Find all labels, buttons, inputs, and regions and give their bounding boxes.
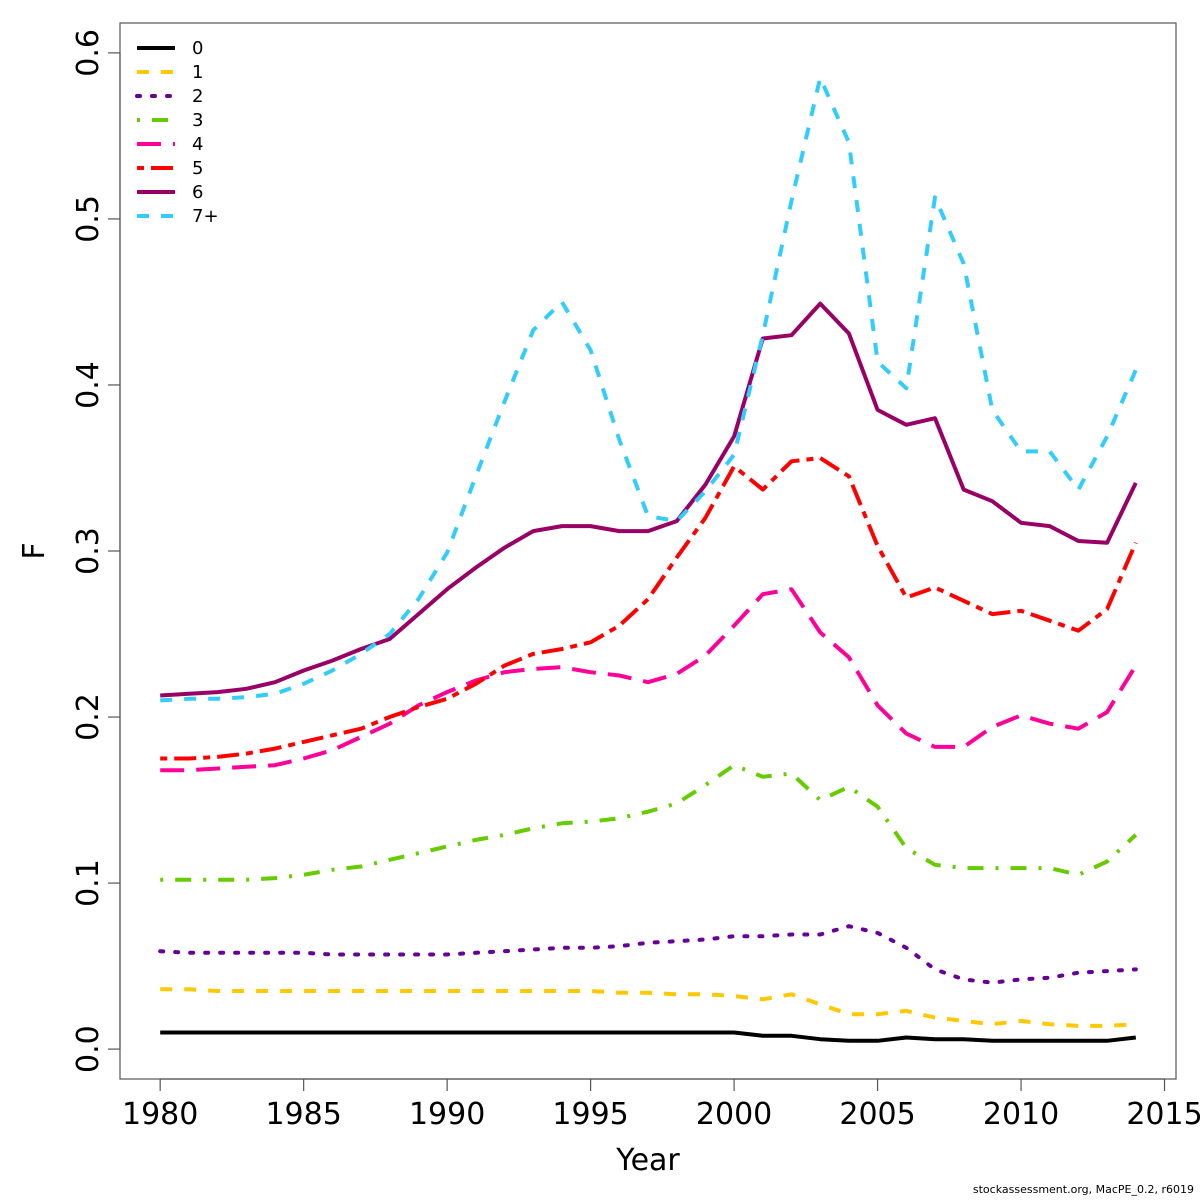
legend-label: 5 [192, 158, 203, 179]
x-axis: 1980 1985 1990 1995 2000 2005 2010 2015 [122, 1078, 1200, 1132]
legend-label: 2 [192, 86, 203, 107]
x-tick-label: 1980 [122, 1097, 198, 1132]
x-tick-label: 1990 [409, 1097, 485, 1132]
plot-box [119, 22, 1177, 1080]
series-line-0 [160, 1030, 1137, 1043]
x-tick-label: 1985 [265, 1097, 341, 1132]
legend-label: 0 [192, 38, 203, 59]
legend-item: 6 [137, 182, 203, 203]
series-line-3 [160, 763, 1138, 882]
y-axis: 0.0 0.1 0.2 0.3 0.4 0.5 0.6 [71, 29, 121, 1073]
series-line-1 [160, 987, 1136, 1028]
legend-item: 3 [137, 110, 203, 131]
series-layer [158, 75, 1138, 1043]
legend-item: 5 [137, 158, 203, 179]
series-line-2 [158, 924, 1138, 985]
legend-item: 1 [137, 62, 203, 83]
x-tick-label: 2010 [983, 1097, 1059, 1132]
x-tick-label: 2000 [696, 1097, 772, 1132]
legend-item: 0 [137, 38, 203, 59]
x-axis-title: Year [615, 1143, 680, 1178]
legend-label: 3 [192, 110, 203, 131]
x-tick-label: 2015 [1126, 1097, 1200, 1132]
y-axis-title: F [17, 542, 52, 559]
y-tick-label: 0.5 [71, 195, 106, 243]
legend-label: 6 [192, 182, 203, 203]
footer-credit: stockassessment.org, MacPE_0.2, r6019 [972, 1183, 1194, 1196]
series-line-6 [160, 301, 1138, 698]
legend: 0 1 2 3 4 5 6 7+ [135, 38, 219, 227]
series-line-5 [160, 456, 1138, 761]
legend-label: 1 [192, 62, 203, 83]
y-tick-label: 0.4 [71, 361, 106, 409]
y-tick-label: 0.1 [71, 859, 106, 907]
legend-item: 4 [137, 134, 203, 155]
legend-item: 2 [135, 86, 203, 107]
x-tick-label: 1995 [552, 1097, 628, 1132]
y-tick-label: 0.0 [71, 1025, 106, 1073]
legend-label: 7+ [192, 206, 219, 227]
y-tick-label: 0.3 [71, 527, 106, 575]
legend-item: 7+ [137, 206, 219, 227]
series-line-4 [160, 587, 1138, 773]
series-line-7plus [160, 75, 1138, 703]
x-tick-label: 2005 [839, 1097, 915, 1132]
y-tick-label: 0.6 [71, 29, 106, 77]
y-tick-label: 0.2 [71, 693, 106, 741]
legend-label: 4 [192, 134, 203, 155]
